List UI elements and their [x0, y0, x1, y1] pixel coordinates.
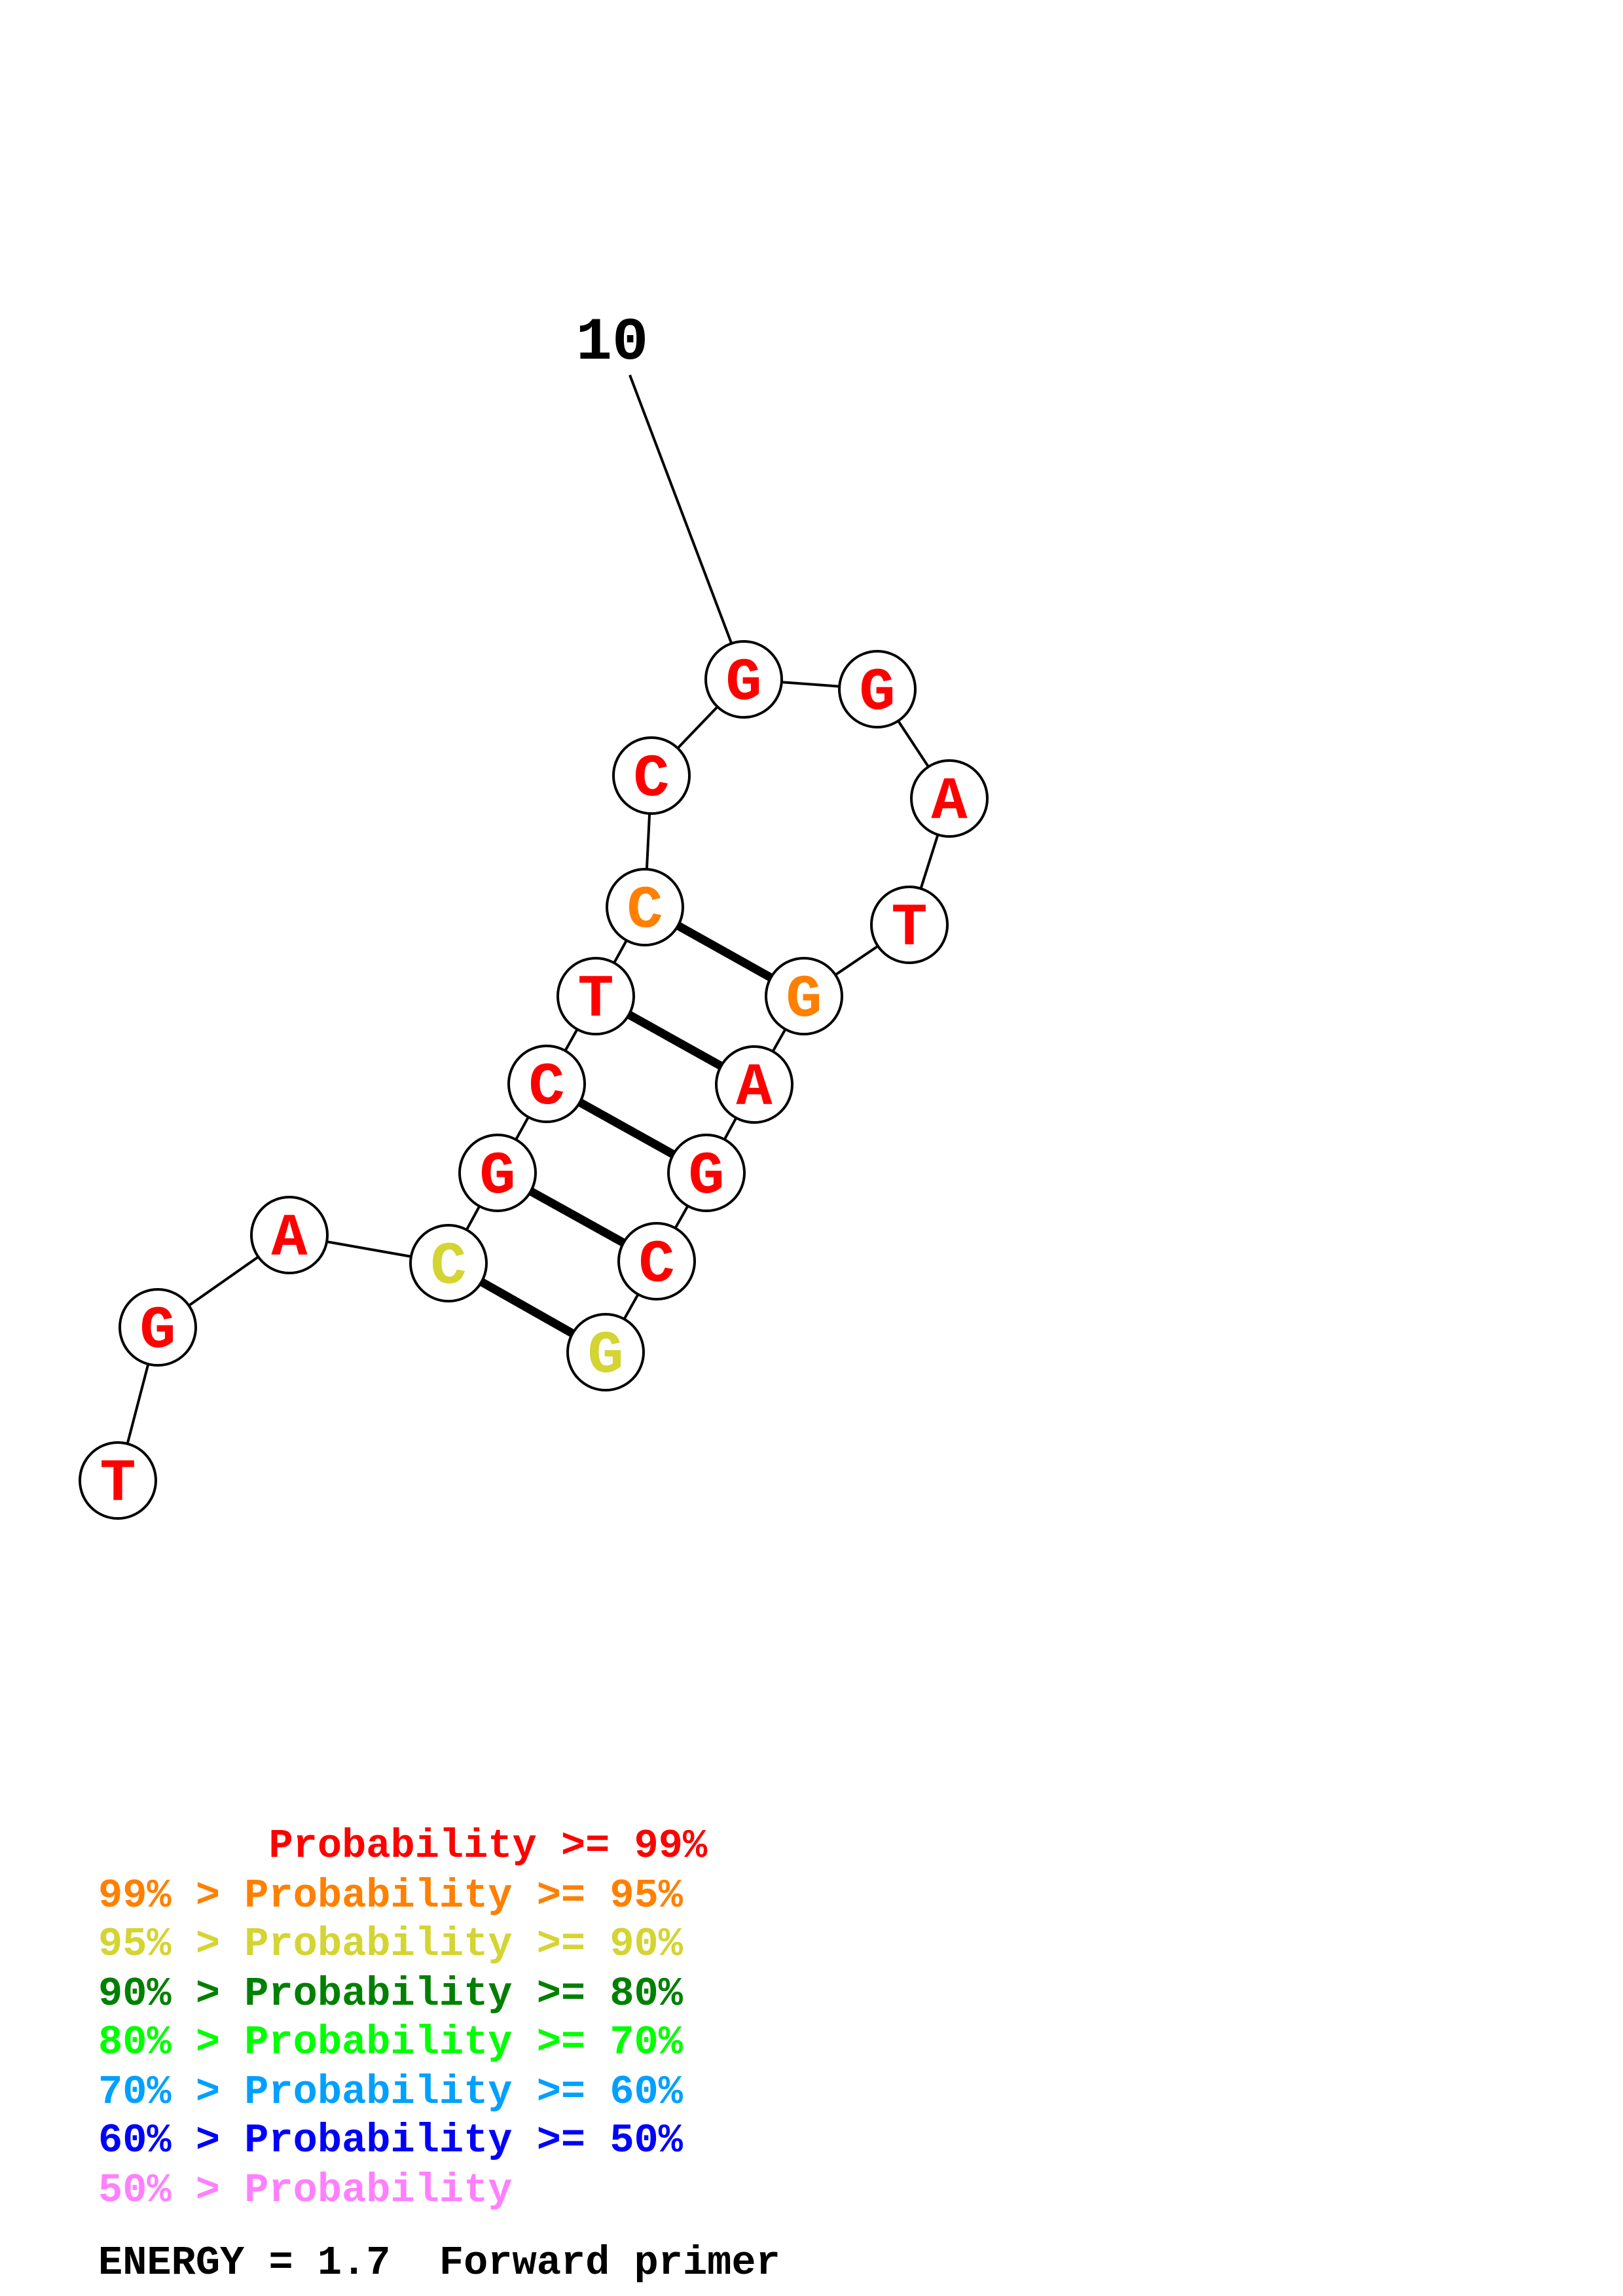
- nucleotide-circle: [556, 957, 635, 1035]
- legend-prefix: [98, 1823, 268, 1869]
- legend-prefix: 90% >: [98, 1971, 245, 2017]
- nucleotide-9: C: [612, 736, 691, 815]
- nucleotide-circle: [870, 886, 949, 964]
- legend-entry: 95% > Probability >= 90%: [98, 1924, 683, 1965]
- nucleotide-letter: C: [430, 1232, 466, 1301]
- position-marker-line: [629, 374, 733, 645]
- nucleotide-letter: G: [859, 658, 895, 727]
- nucleotide-11: G: [838, 650, 917, 728]
- nucleotide-13: T: [870, 886, 949, 964]
- energy-footer: ENERGY = 1.7 Forward primer: [98, 2240, 780, 2286]
- nucleotide-15: A: [715, 1045, 793, 1124]
- nucleotide-letter: A: [271, 1204, 308, 1273]
- nucleotide-circle: [910, 759, 989, 838]
- nucleotide-circle: [507, 1045, 586, 1123]
- legend-entry: 80% > Probability >= 70%: [98, 2022, 683, 2063]
- legend-label: Probability >= 60%: [244, 2069, 683, 2115]
- legend-label: Probability >= 90%: [244, 1921, 683, 1967]
- nucleotide-4: C: [409, 1224, 488, 1302]
- nucleotide-5: G: [458, 1134, 537, 1212]
- nucleotide-2: G: [119, 1288, 197, 1367]
- nucleotide-16: G: [667, 1134, 746, 1212]
- legend-entry: 70% > Probability >= 60%: [98, 2072, 683, 2113]
- legend-prefix: 80% >: [98, 2019, 245, 2066]
- nucleotide-letter: G: [139, 1297, 175, 1365]
- nucleotide-circle: [606, 868, 684, 946]
- legend-entry: 90% > Probability >= 80%: [98, 1974, 683, 2015]
- nucleotide-letter: G: [725, 649, 761, 717]
- nucleotide-circle: [838, 650, 917, 728]
- legend-entry: Probability >= 99%: [98, 1826, 707, 1867]
- nucleotide-letter: C: [633, 745, 669, 814]
- nucleotide-circle: [612, 736, 691, 815]
- nucleotide-letter: C: [638, 1230, 674, 1299]
- legend-prefix: 95% >: [98, 1921, 245, 1967]
- nucleotide-circle: [409, 1224, 488, 1302]
- nucleotide-10: G: [704, 640, 783, 719]
- nucleotide-letter: G: [587, 1321, 623, 1390]
- legend-label: Probability: [244, 2167, 513, 2214]
- legend-entry: 60% > Probability >= 50%: [98, 2121, 683, 2161]
- legend-entry: 50% > Probability: [98, 2170, 513, 2211]
- nucleotide-letter: C: [627, 876, 663, 945]
- legend-label: Probability >= 70%: [244, 2019, 683, 2066]
- nucleotide-18: G: [566, 1313, 645, 1391]
- legend-prefix: 70% >: [98, 2069, 245, 2115]
- nucleotide-1: T: [79, 1441, 157, 1520]
- nucleotide-circle: [566, 1313, 645, 1391]
- nucleotide-letter: G: [688, 1142, 724, 1211]
- nucleotide-6: C: [507, 1045, 586, 1123]
- nucleotide-14: G: [765, 957, 843, 1035]
- nucleotide-letter: G: [786, 965, 822, 1034]
- nucleotide-letter: T: [100, 1450, 136, 1518]
- nucleotide-circle: [79, 1441, 157, 1520]
- nucleotide-8: C: [606, 868, 684, 946]
- nucleotide-7: T: [556, 957, 635, 1035]
- legend-entry: 99% > Probability >= 95%: [98, 1876, 683, 1916]
- nucleotide-12: A: [910, 759, 989, 838]
- nucleotide-17: C: [617, 1222, 696, 1300]
- nucleotide-3: A: [250, 1196, 329, 1274]
- nucleotide-letter: A: [931, 768, 968, 836]
- nucleotide-letter: G: [479, 1142, 515, 1211]
- nucleotide-circle: [704, 640, 783, 719]
- nucleotide-circle: [765, 957, 843, 1035]
- nucleotide-letter: T: [891, 894, 927, 963]
- nucleotide-circle: [667, 1134, 746, 1212]
- legend-prefix: 60% >: [98, 2117, 245, 2164]
- legend-label: Probability >= 50%: [244, 2117, 683, 2164]
- nucleotide-circle: [119, 1288, 197, 1367]
- legend-prefix: 99% >: [98, 1873, 245, 1919]
- nucleotide-circle: [250, 1196, 329, 1274]
- nucleotide-circle: [715, 1045, 793, 1124]
- legend-label: Probability >= 95%: [244, 1873, 683, 1919]
- position-marker-label: 10: [576, 308, 648, 377]
- nucleotide-circle: [617, 1222, 696, 1300]
- nucleotide-circle: [458, 1134, 537, 1212]
- nucleotide-letter: A: [736, 1054, 773, 1122]
- nucleotide-letter: T: [577, 965, 613, 1034]
- nucleotide-letter: C: [528, 1053, 564, 1122]
- legend-label: Probability >= 80%: [244, 1971, 683, 2017]
- legend-label: Probability >= 99%: [268, 1823, 708, 1869]
- legend-prefix: 50% >: [98, 2167, 245, 2214]
